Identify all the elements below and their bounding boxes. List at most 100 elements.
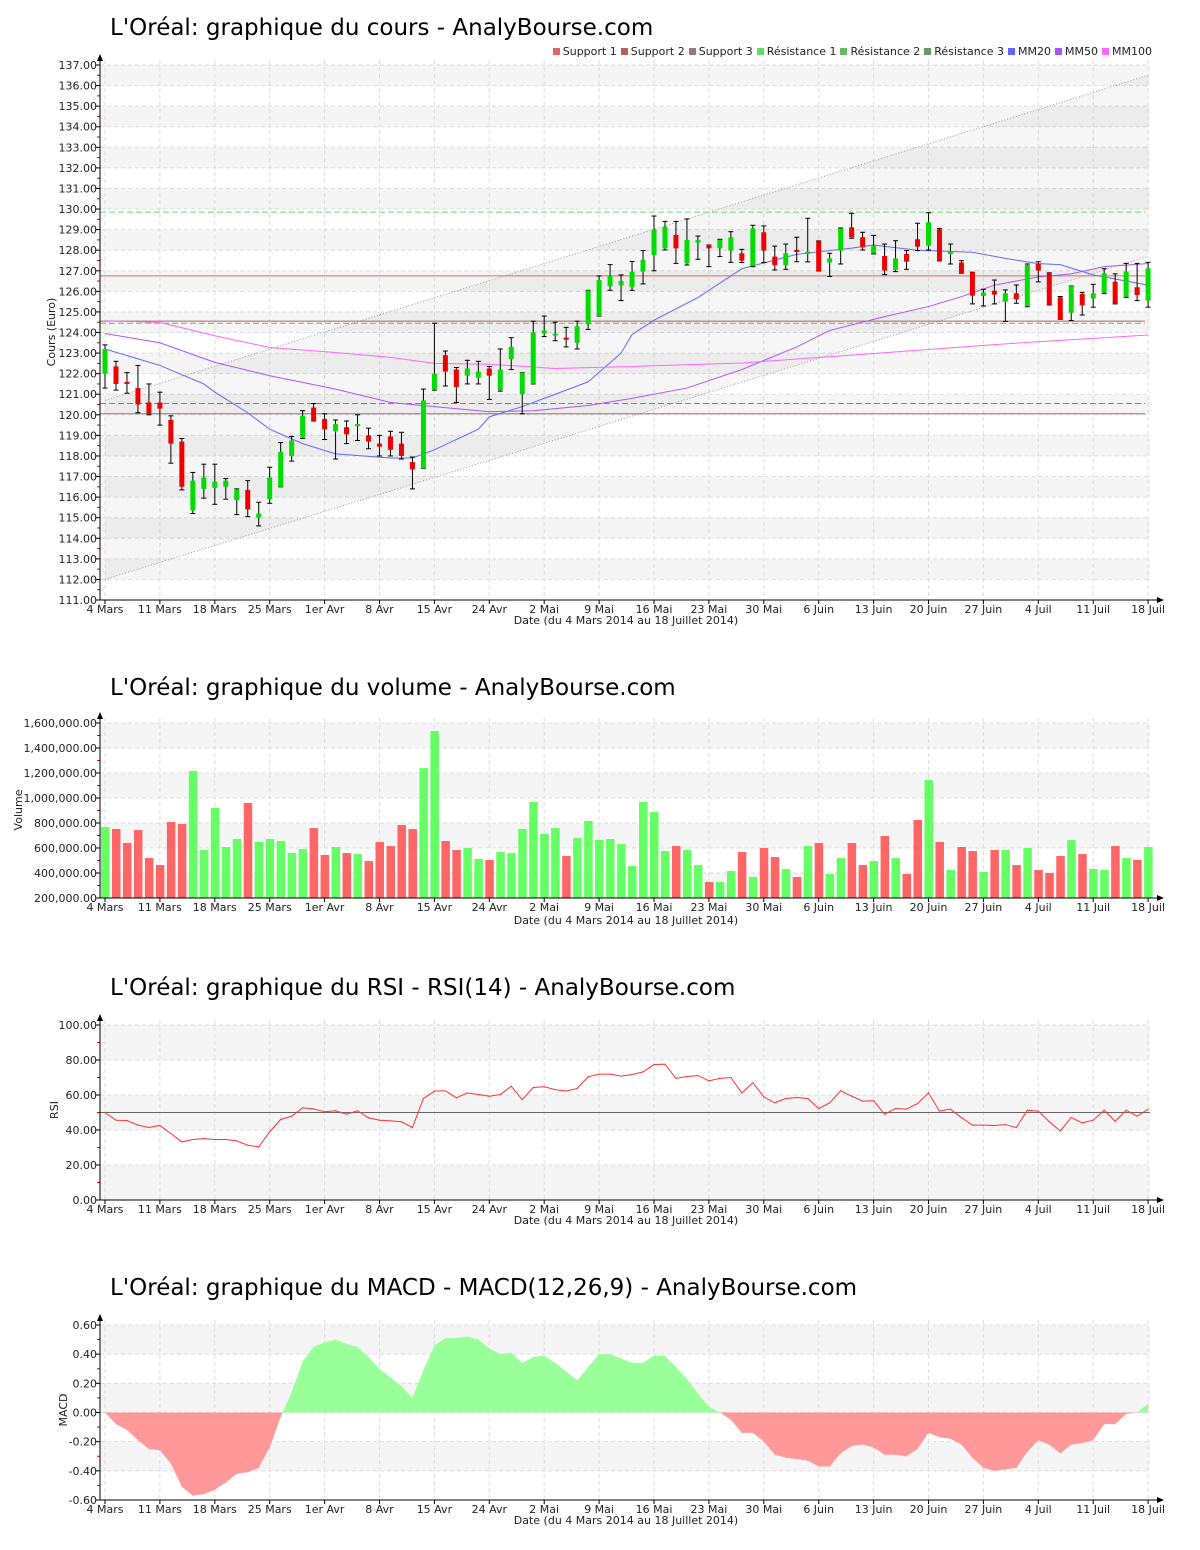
rsi-point xyxy=(818,1107,820,1110)
candle-body xyxy=(146,402,152,414)
candle-body xyxy=(333,424,339,432)
volume-bar xyxy=(441,841,450,898)
grid-band xyxy=(100,1325,1150,1355)
volume-x-tick-label: 18 Mars xyxy=(193,901,237,914)
macd-point xyxy=(829,1465,831,1467)
rsi-point xyxy=(675,1077,677,1079)
volume-bar xyxy=(990,850,999,898)
legend-item-support-2: Support 2 xyxy=(620,45,685,58)
macd-x-tick-label: 30 Mai xyxy=(745,1503,782,1516)
volume-x-tick-label: 13 Juin xyxy=(855,901,893,914)
macd-point xyxy=(730,1419,732,1421)
macd-point xyxy=(840,1452,842,1454)
rsi-point xyxy=(741,1092,743,1094)
rsi-y-tick-label: 40.00 xyxy=(66,1124,98,1137)
legend-item-support-1: Support 1 xyxy=(552,45,617,58)
rsi-point xyxy=(543,1086,545,1088)
volume-x-tick-label: 2 Mai xyxy=(529,901,559,914)
macd-point xyxy=(357,1346,359,1348)
volume-x-tick-label: 20 Juin xyxy=(910,901,948,914)
volume-bar xyxy=(814,843,824,898)
candle-body xyxy=(519,372,525,395)
macd-point xyxy=(993,1470,995,1472)
grid-band xyxy=(100,476,1150,498)
rsi-point xyxy=(960,1116,963,1119)
macd-x-tick-label: 23 Mai xyxy=(691,1503,728,1516)
candle-body xyxy=(113,366,119,384)
volume-bar xyxy=(628,866,637,898)
price-x-tick-label: 20 Juin xyxy=(910,603,948,616)
volume-bar xyxy=(101,827,110,898)
candle-body xyxy=(453,369,459,388)
price-x-tick-label: 1er Avr xyxy=(305,603,345,616)
rsi-point xyxy=(719,1077,721,1079)
price-y-tick-label: 123.00 xyxy=(59,347,98,360)
candle-body xyxy=(289,440,295,456)
macd-point xyxy=(543,1355,545,1357)
candle-body xyxy=(882,255,888,271)
volume-bar xyxy=(419,768,428,898)
volume-bar xyxy=(1023,848,1032,898)
volume-bar xyxy=(748,877,758,898)
rsi-y-tick-label: 80.00 xyxy=(66,1054,98,1067)
rsi-x-tick-label: 23 Mai xyxy=(691,1203,728,1216)
rsi-point xyxy=(796,1096,798,1099)
volume-bar xyxy=(122,843,132,898)
volume-bar xyxy=(639,802,648,898)
candle-body xyxy=(958,262,964,274)
volume-bar xyxy=(485,860,494,898)
macd-y-tick-label: 0.60 xyxy=(73,1319,98,1332)
rsi-x-tick-label: 24 Avr xyxy=(472,1203,508,1216)
candle-body xyxy=(1112,281,1118,304)
volume-bar xyxy=(759,848,769,898)
rsi-point xyxy=(883,1113,886,1115)
macd-point xyxy=(807,1460,809,1462)
rsi-point xyxy=(247,1144,249,1146)
volume-bar xyxy=(1001,850,1010,898)
volume-bar xyxy=(836,858,846,898)
macd-point xyxy=(159,1449,161,1451)
rsi-point xyxy=(1147,1108,1149,1110)
rsi-point xyxy=(1136,1115,1138,1117)
price-y-axis-label: Cours (Euro) xyxy=(45,298,58,367)
macd-point xyxy=(752,1432,754,1434)
volume-bar xyxy=(660,851,670,898)
macd-point xyxy=(620,1358,622,1360)
rsi-point xyxy=(774,1102,776,1104)
grid-band xyxy=(100,1025,1150,1060)
macd-point xyxy=(774,1454,776,1456)
candle-body xyxy=(179,441,185,487)
rsi-point xyxy=(148,1126,150,1129)
candle-body xyxy=(761,232,767,251)
macd-x-tick-label: 8 Avr xyxy=(365,1503,394,1516)
volume-bar xyxy=(617,844,626,898)
price-x-tick-label: 8 Avr xyxy=(365,603,394,616)
volume-bar xyxy=(935,842,944,898)
rsi-point xyxy=(763,1096,765,1098)
rsi-point xyxy=(291,1115,293,1117)
rsi-point xyxy=(664,1063,666,1065)
candle-body xyxy=(585,290,591,325)
grid-band xyxy=(100,188,1150,210)
macd-point xyxy=(510,1352,512,1354)
legend-swatch xyxy=(1055,48,1063,55)
price-y-tick-label: 126.00 xyxy=(59,285,98,298)
legend-swatch xyxy=(688,48,696,55)
legend-label: Résistance 2 xyxy=(850,45,921,58)
volume-bar xyxy=(781,869,791,898)
rsi-point xyxy=(159,1124,161,1127)
trend-channel-upper xyxy=(104,74,1149,401)
legend-label: MM100 xyxy=(1112,45,1152,58)
volume-x-tick-label: 15 Avr xyxy=(417,901,453,914)
candle-body xyxy=(1079,294,1085,306)
rsi-point xyxy=(214,1138,216,1141)
volume-bar xyxy=(397,825,406,898)
grid-band xyxy=(100,823,1150,848)
candle-body xyxy=(234,489,240,501)
volume-y-tick-label: 200,000.00 xyxy=(34,892,97,905)
rsi-x-tick-label: 27 Juin xyxy=(965,1203,1003,1216)
volume-bar xyxy=(693,865,703,898)
rsi-point xyxy=(302,1107,304,1109)
volume-bar xyxy=(924,780,933,898)
macd-negative-area xyxy=(105,1412,1149,1496)
